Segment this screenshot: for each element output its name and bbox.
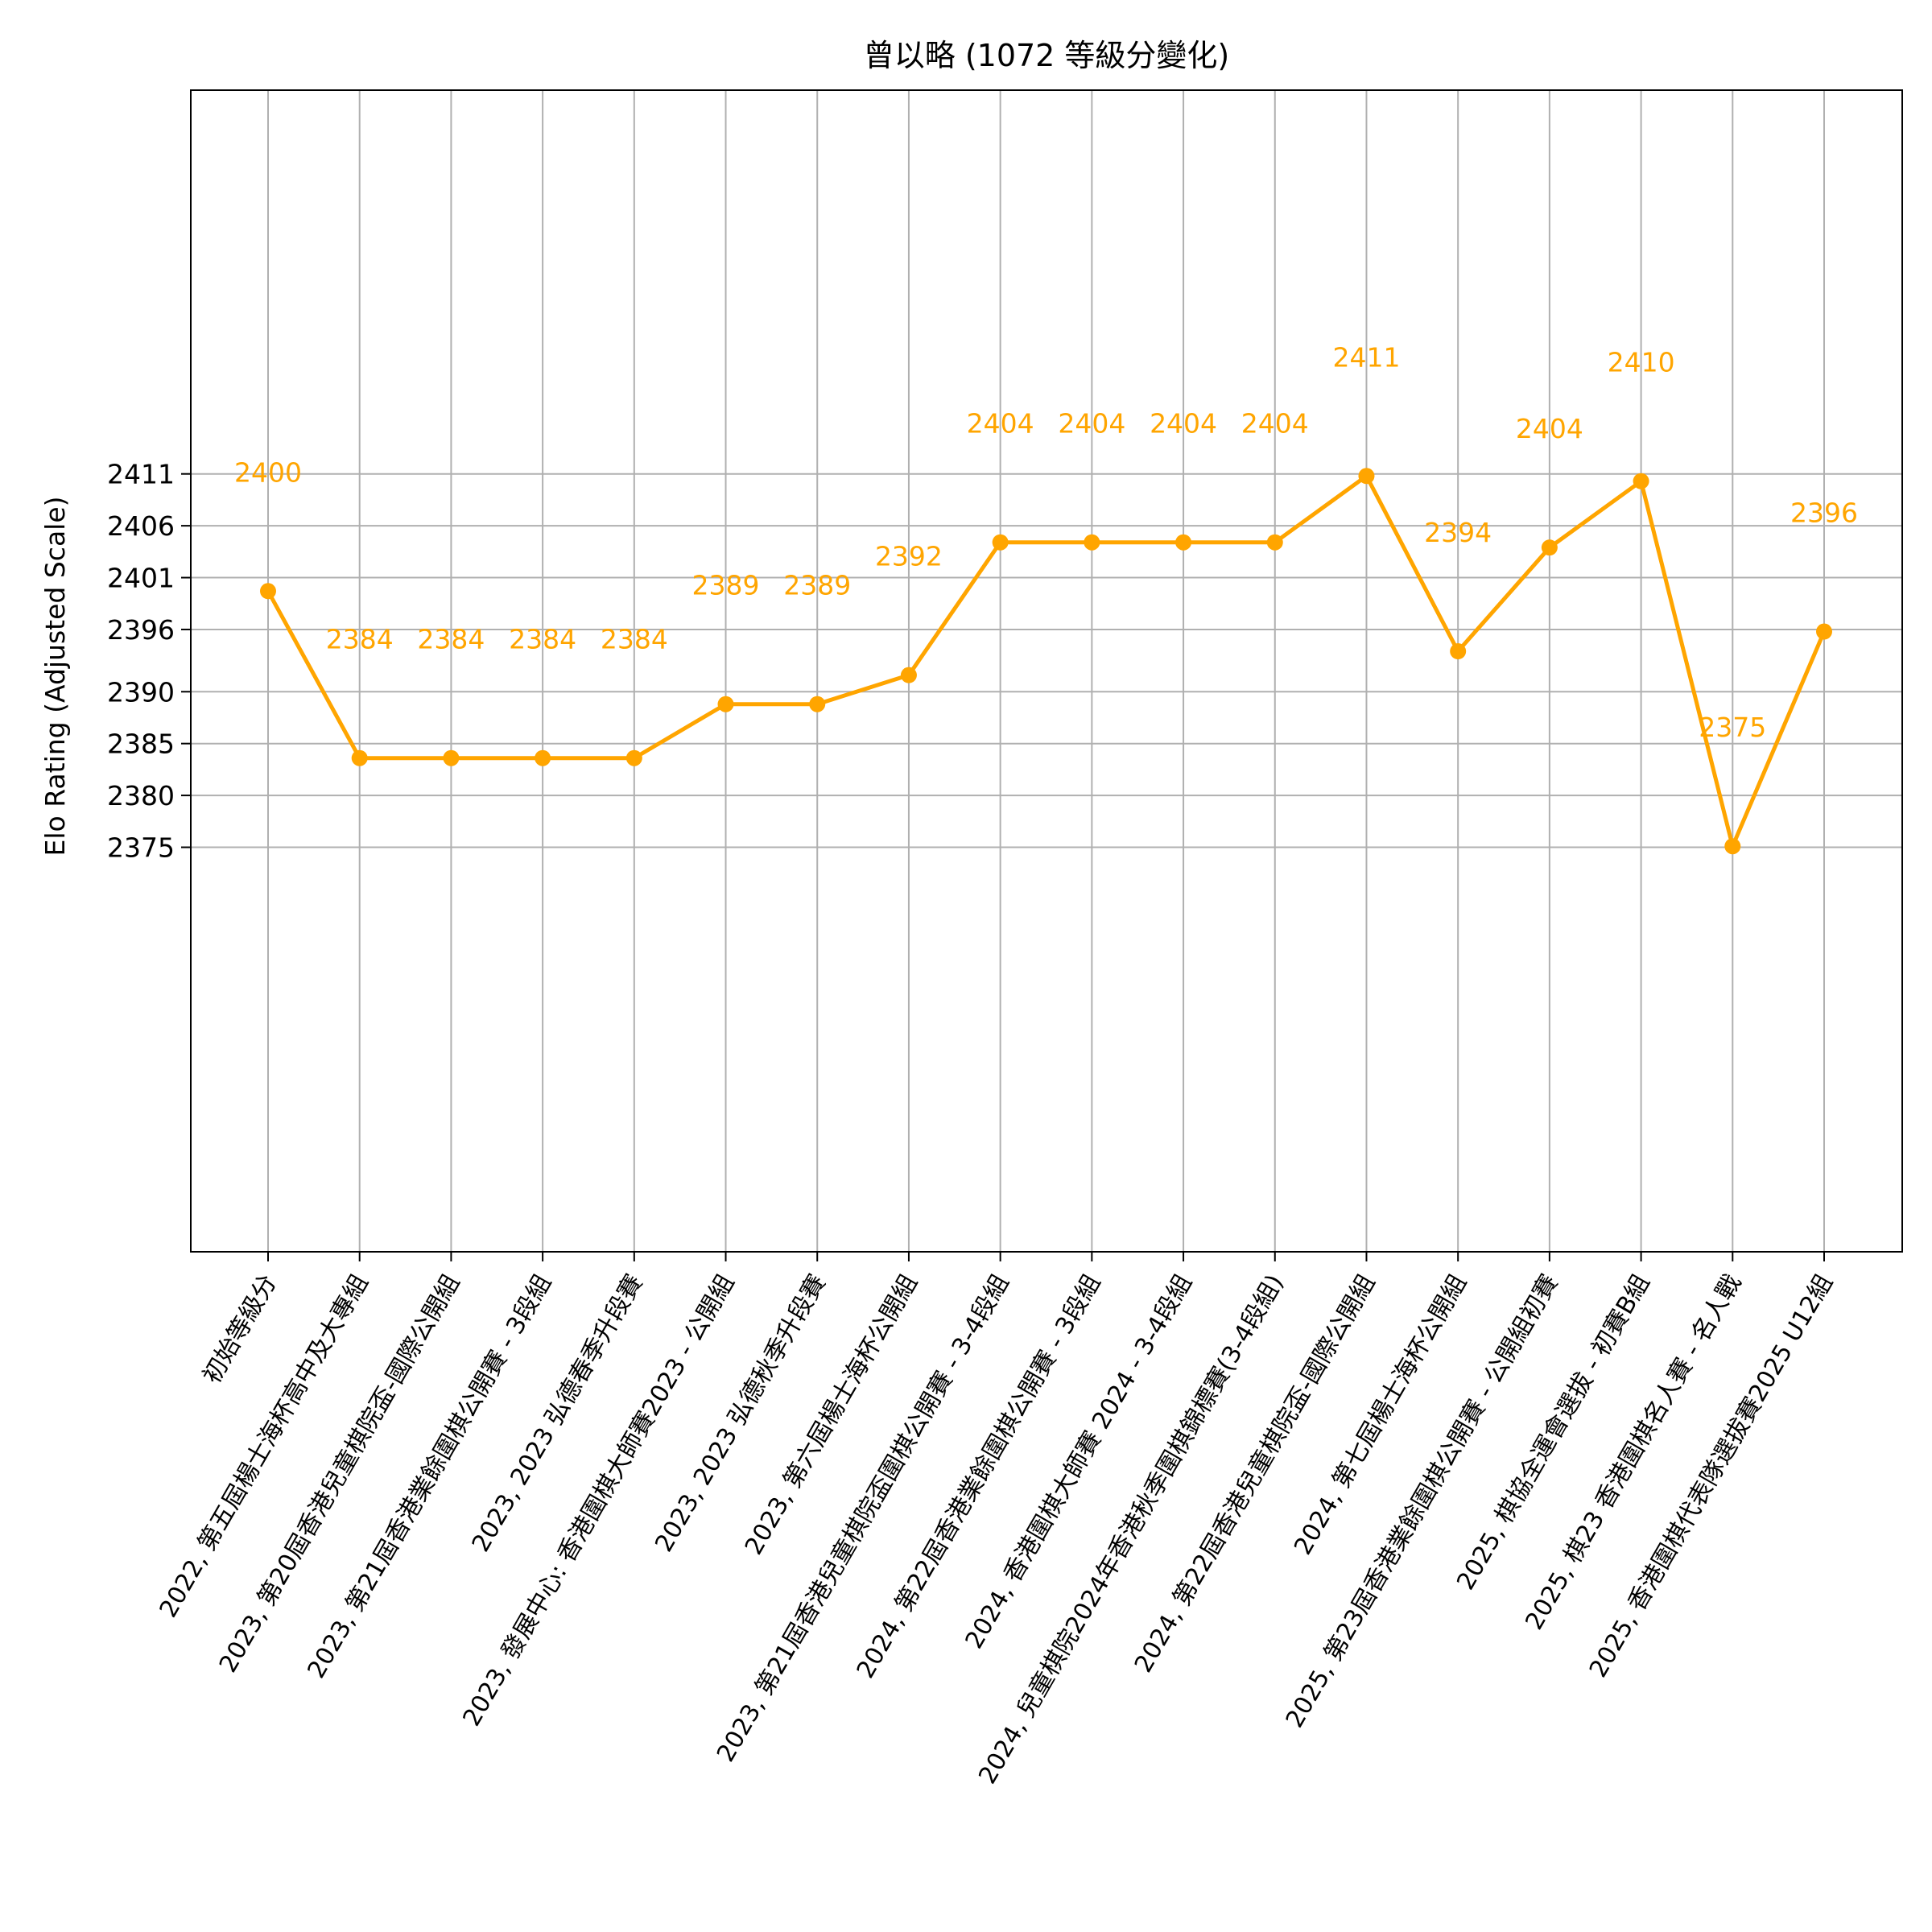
- x-tick-label: 2023, 2023 弘德秋季升段賽: [650, 1270, 832, 1557]
- grid: [191, 90, 1902, 1252]
- data-point: [443, 749, 460, 766]
- y-axis-label: Elo Rating (Adjusted Scale): [39, 496, 71, 856]
- y-tick-label: 2385: [107, 729, 175, 760]
- y-tick-label: 2401: [107, 563, 175, 594]
- data-point: [260, 583, 276, 600]
- data-point: [351, 749, 368, 766]
- y-tick-label: 2390: [107, 676, 175, 708]
- x-tick-label: 2023, 2023 弘德春季升段賽: [467, 1270, 649, 1557]
- data-label: 2394: [1424, 517, 1492, 548]
- data-point: [1541, 539, 1558, 556]
- data-point: [1358, 468, 1375, 485]
- data-label: 2404: [1516, 413, 1583, 444]
- data-point: [1450, 643, 1467, 660]
- y-tick-label: 2406: [107, 510, 175, 542]
- data-label: 2410: [1608, 347, 1675, 378]
- data-point: [1816, 623, 1832, 640]
- x-tick-label: 初始等級分: [198, 1270, 283, 1389]
- data-point: [1175, 534, 1192, 551]
- chart-title: 曾以略 (1072 等級分變化): [864, 38, 1230, 73]
- data-label: 2384: [417, 624, 485, 655]
- y-tick-label: 2411: [107, 459, 175, 490]
- data-point: [809, 696, 826, 712]
- data-label: 2384: [509, 624, 576, 655]
- x-tick-label: 2024, 第七屆楊士海杯公開組: [1289, 1270, 1472, 1560]
- x-tick-label: 2023, 第六屆楊士海杯公開組: [740, 1270, 923, 1560]
- data-label: 2389: [783, 570, 851, 601]
- data-point: [900, 667, 917, 683]
- data-label: 2404: [1150, 408, 1217, 440]
- data-label: 2392: [875, 541, 943, 572]
- x-tick-label: 2025, 棋協全運會選拔 - 初賽B組: [1451, 1270, 1655, 1596]
- plot-frame: [190, 89, 1903, 1253]
- data-point: [1633, 473, 1649, 489]
- y-tick-label: 2380: [107, 780, 175, 811]
- data-point: [717, 696, 734, 712]
- data-point: [1084, 534, 1100, 551]
- data-label: 2384: [601, 624, 668, 655]
- data-label: 2411: [1332, 341, 1400, 373]
- data-label: 2396: [1790, 497, 1858, 529]
- data-point: [992, 534, 1009, 551]
- data-label: 2404: [967, 408, 1034, 440]
- data-label: 2384: [326, 624, 394, 655]
- data-label: 2389: [692, 570, 760, 601]
- data-point: [535, 749, 551, 766]
- series: [260, 468, 1832, 855]
- data-label: 2400: [234, 456, 302, 488]
- data-label: 2375: [1699, 712, 1766, 743]
- data-label: 2404: [1058, 408, 1125, 440]
- series-line: [266, 473, 1827, 848]
- y-tick-label: 2396: [107, 614, 175, 646]
- data-labels: 2400 2384 2384 2384 2384 2389 2389 2392 2404 2404…: [234, 341, 1858, 743]
- data-point: [625, 749, 642, 766]
- y-tick-label: 2375: [107, 832, 175, 864]
- data-point: [1724, 838, 1741, 855]
- data-label: 2404: [1241, 408, 1309, 440]
- data-point: [1266, 534, 1283, 551]
